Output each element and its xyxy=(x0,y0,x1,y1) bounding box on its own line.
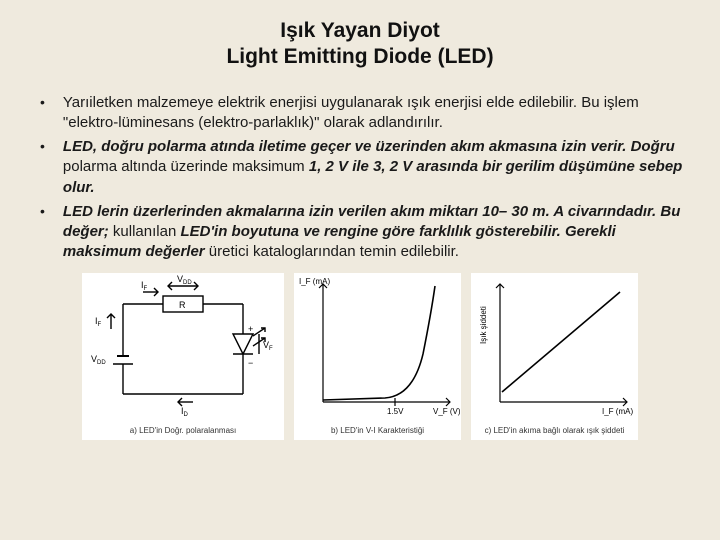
figure-c-intensity: Işık şiddeti I_F (mA) c) LED'in akıma ba… xyxy=(471,273,638,440)
label-knee: 1.5V xyxy=(387,407,404,416)
intensity-chart: Işık şiddeti I_F (mA) xyxy=(472,274,637,424)
title-line-2: Light Emitting Diode (LED) xyxy=(28,44,692,70)
circuit-diagram: R VDD IF IF VF ID VDD + − xyxy=(83,274,283,424)
label-minus: − xyxy=(248,358,253,368)
bullet-text: LED, doğru polarma atında iletime geçer … xyxy=(63,137,688,198)
slide-title: Işık Yayan Diyot Light Emitting Diode (L… xyxy=(28,18,692,71)
figure-c-caption: c) LED'in akıma bağlı olarak ışık şiddet… xyxy=(472,424,637,439)
label-r: R xyxy=(179,300,186,310)
bullet-list: Yarıiletken malzemeye elektrik enerjisi … xyxy=(28,93,692,263)
figure-b-caption: b) LED'in V-I Karakteristiği xyxy=(295,424,460,439)
vi-chart: I_F (mA) V_F (V) 1.5V xyxy=(295,274,460,424)
bullet-item: LED, doğru polarma atında iletime geçer … xyxy=(32,137,688,198)
label-x-axis: V_F (V) xyxy=(433,407,460,416)
figure-a-caption: a) LED'in Doğr. polaralanması xyxy=(83,424,283,439)
bullet-text: LED lerin üzerlerinden akmalarına izin v… xyxy=(63,202,688,263)
label-y-axis: I_F (mA) xyxy=(299,277,330,286)
label-plus: + xyxy=(248,324,253,334)
bullet-item: Yarıiletken malzemeye elektrik enerjisi … xyxy=(32,93,688,134)
bullet-text: Yarıiletken malzemeye elektrik enerjisi … xyxy=(63,93,688,134)
label-x-axis: I_F (mA) xyxy=(602,407,633,416)
bullet-item: LED lerin üzerlerinden akmalarına izin v… xyxy=(32,202,688,263)
figure-b-vi-curve: I_F (mA) V_F (V) 1.5V b) LED'in V-I Kara… xyxy=(294,273,461,440)
figure-a-circuit: R VDD IF IF VF ID VDD + − a) LED'in Doğr… xyxy=(82,273,284,440)
slide: Işık Yayan Diyot Light Emitting Diode (L… xyxy=(0,0,720,540)
label-y-axis: Işık şiddeti xyxy=(479,305,488,343)
title-line-1: Işık Yayan Diyot xyxy=(28,18,692,44)
figures-row: R VDD IF IF VF ID VDD + − a) LED'in Doğr… xyxy=(28,273,692,440)
